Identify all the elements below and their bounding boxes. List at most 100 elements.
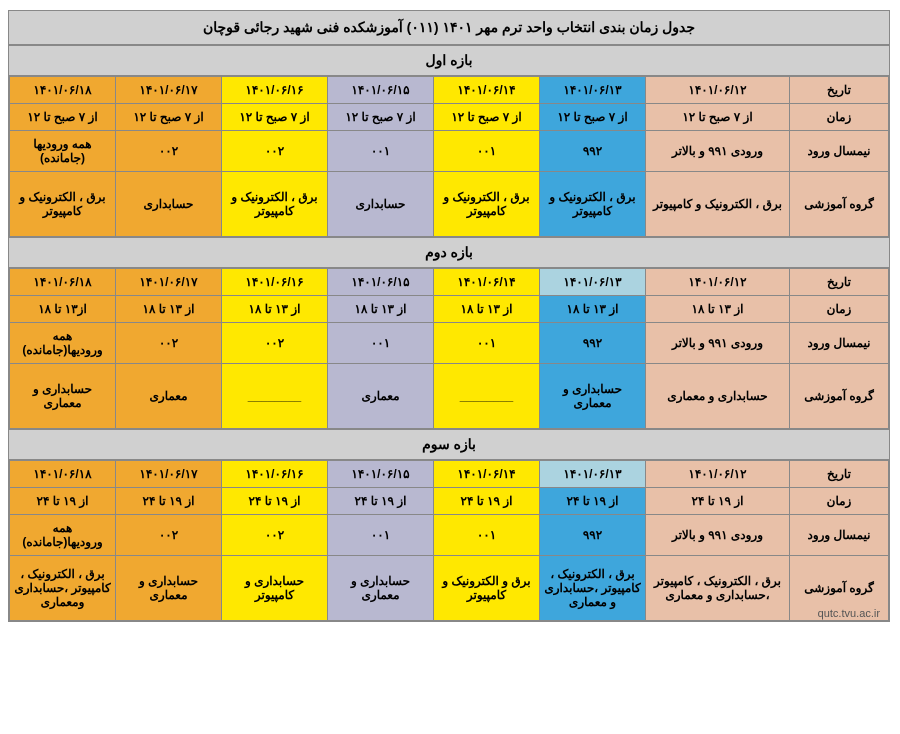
table-cell: از ۷ صبح تا ۱۲ xyxy=(222,104,328,131)
table-cell: از۱۳ تا ۱۸ xyxy=(10,296,116,323)
table-cell: ۱۴۰۱/۰۶/۱۸ xyxy=(10,461,116,488)
table-cell: ۹۹۲ xyxy=(540,323,646,364)
table-row: نیمسال ورودورودی ۹۹۱ و بالاتر۹۹۲۰۰۱۰۰۱۰۰… xyxy=(10,323,889,364)
schedule-table: تاریخ۱۴۰۱/۰۶/۱۲۱۴۰۱/۰۶/۱۳۱۴۰۱/۰۶/۱۴۱۴۰۱/… xyxy=(9,460,889,621)
table-cell: ۱۴۰۱/۰۶/۱۲ xyxy=(646,269,790,296)
table-cell: از ۱۹ تا ۲۴ xyxy=(540,488,646,515)
table-cell: ۱۴۰۱/۰۶/۱۵ xyxy=(328,269,434,296)
schedule-table: تاریخ۱۴۰۱/۰۶/۱۲۱۴۰۱/۰۶/۱۳۱۴۰۱/۰۶/۱۴۱۴۰۱/… xyxy=(9,76,889,237)
table-cell: حسابداری xyxy=(328,172,434,237)
table-cell: ۰۰۲ xyxy=(116,323,222,364)
table-cell: از ۷ صبح تا ۱۲ xyxy=(434,104,540,131)
table-cell: همه ورودیها(جامانده) xyxy=(10,515,116,556)
table-cell: از ۷ صبح تا ۱۲ xyxy=(328,104,434,131)
table-cell: از ۱۹ تا ۲۴ xyxy=(222,488,328,515)
table-cell: ۱۴۰۱/۰۶/۱۸ xyxy=(10,77,116,104)
table-cell: ۱۴۰۱/۰۶/۱۶ xyxy=(222,461,328,488)
row-label: گروه آموزشی xyxy=(790,172,889,237)
table-cell: حسابداری و معماری xyxy=(540,364,646,429)
table-cell: ۰۰۲ xyxy=(222,323,328,364)
table-cell: از ۱۹ تا ۲۴ xyxy=(646,488,790,515)
table-cell: ۱۴۰۱/۰۶/۱۳ xyxy=(540,77,646,104)
table-cell: برق ، الکترونیک و کامپیوتر xyxy=(646,172,790,237)
section-title: بازه سوم xyxy=(9,429,889,460)
row-label: نیمسال ورود xyxy=(790,323,889,364)
row-label: زمان xyxy=(790,104,889,131)
table-cell: ________ xyxy=(222,364,328,429)
table-cell: از ۱۳ تا ۱۸ xyxy=(222,296,328,323)
table-cell: ۱۴۰۱/۰۶/۱۶ xyxy=(222,77,328,104)
section-title: بازه دوم xyxy=(9,237,889,268)
table-cell: ۱۴۰۱/۰۶/۱۷ xyxy=(116,77,222,104)
table-row: زماناز ۱۳ تا ۱۸از ۱۳ تا ۱۸از ۱۳ تا ۱۸از … xyxy=(10,296,889,323)
table-cell: حسابداری xyxy=(116,172,222,237)
table-cell: ۰۰۱ xyxy=(434,323,540,364)
table-cell: ۱۴۰۱/۰۶/۱۳ xyxy=(540,461,646,488)
row-label: تاریخ xyxy=(790,461,889,488)
table-cell: همه ورودیها (جامانده) xyxy=(10,131,116,172)
table-cell: همه ورودیها(جامانده) xyxy=(10,323,116,364)
table-row: تاریخ۱۴۰۱/۰۶/۱۲۱۴۰۱/۰۶/۱۳۱۴۰۱/۰۶/۱۴۱۴۰۱/… xyxy=(10,461,889,488)
table-cell: ۰۰۱ xyxy=(328,131,434,172)
row-label: تاریخ xyxy=(790,77,889,104)
row-label: تاریخ xyxy=(790,269,889,296)
table-cell: برق ، الکترونیک و کامپیوتر xyxy=(434,172,540,237)
table-cell: ۰۰۲ xyxy=(116,515,222,556)
row-label: نیمسال ورود xyxy=(790,131,889,172)
table-cell: از ۱۳ تا ۱۸ xyxy=(328,296,434,323)
table-cell: معماری xyxy=(116,364,222,429)
table-cell: ۹۹۲ xyxy=(540,131,646,172)
schedule-table-container: جدول زمان بندی انتخاب واحد ترم مهر ۱۴۰۱ … xyxy=(8,10,890,622)
table-row: نیمسال ورودورودی ۹۹۱ و بالاتر۹۹۲۰۰۱۰۰۱۰۰… xyxy=(10,131,889,172)
table-cell: ۱۴۰۱/۰۶/۱۷ xyxy=(116,461,222,488)
table-cell: از ۱۳ تا ۱۸ xyxy=(540,296,646,323)
watermark: qutc.tvu.ac.ir xyxy=(10,608,880,620)
table-cell: ۱۴۰۱/۰۶/۱۵ xyxy=(328,461,434,488)
table-cell: ۰۰۱ xyxy=(328,515,434,556)
table-cell: ورودی ۹۹۱ و بالاتر xyxy=(646,131,790,172)
table-cell: از ۱۹ تا ۲۴ xyxy=(116,488,222,515)
table-cell: برق ، الکترونیک و کامپیوتر xyxy=(10,172,116,237)
table-cell: از ۱۹ تا ۲۴ xyxy=(10,488,116,515)
table-cell: ۰۰۲ xyxy=(116,131,222,172)
table-cell: از ۱۹ تا ۲۴ xyxy=(328,488,434,515)
table-cell: از ۷ صبح تا ۱۲ xyxy=(116,104,222,131)
table-row: تاریخ۱۴۰۱/۰۶/۱۲۱۴۰۱/۰۶/۱۳۱۴۰۱/۰۶/۱۴۱۴۰۱/… xyxy=(10,77,889,104)
table-cell: ۱۴۰۱/۰۶/۱۲ xyxy=(646,461,790,488)
table-cell: ۰۰۱ xyxy=(328,323,434,364)
table-cell: ۱۴۰۱/۰۶/۱۵ xyxy=(328,77,434,104)
table-cell: ۰۰۲ xyxy=(222,515,328,556)
table-row: زماناز ۱۹ تا ۲۴از ۱۹ تا ۲۴از ۱۹ تا ۲۴از … xyxy=(10,488,889,515)
table-cell: ۱۴۰۱/۰۶/۱۷ xyxy=(116,269,222,296)
table-cell: ۰۰۱ xyxy=(434,131,540,172)
row-label: زمان xyxy=(790,488,889,515)
table-cell: حسابداری و معماری xyxy=(646,364,790,429)
table-cell: برق ، الکترونیک و کامپیوتر xyxy=(540,172,646,237)
table-row: تاریخ۱۴۰۱/۰۶/۱۲۱۴۰۱/۰۶/۱۳۱۴۰۱/۰۶/۱۴۱۴۰۱/… xyxy=(10,269,889,296)
schedule-table: تاریخ۱۴۰۱/۰۶/۱۲۱۴۰۱/۰۶/۱۳۱۴۰۱/۰۶/۱۴۱۴۰۱/… xyxy=(9,268,889,429)
table-cell: ۱۴۰۱/۰۶/۱۴ xyxy=(434,269,540,296)
table-cell: معماری xyxy=(328,364,434,429)
table-cell: ۱۴۰۱/۰۶/۱۴ xyxy=(434,77,540,104)
row-label: گروه آموزشی xyxy=(790,364,889,429)
table-cell: ورودی ۹۹۱ و بالاتر xyxy=(646,323,790,364)
table-cell: ۱۴۰۱/۰۶/۱۴ xyxy=(434,461,540,488)
table-cell: از ۱۳ تا ۱۸ xyxy=(646,296,790,323)
table-row: گروه آموزشیحسابداری و معماریحسابداری و م… xyxy=(10,364,889,429)
table-cell: از ۱۳ تا ۱۸ xyxy=(434,296,540,323)
table-cell: برق ، الکترونیک و کامپیوتر xyxy=(222,172,328,237)
table-cell: ۹۹۲ xyxy=(540,515,646,556)
table-cell: از ۷ صبح تا ۱۲ xyxy=(540,104,646,131)
table-cell: ورودی ۹۹۱ و بالاتر xyxy=(646,515,790,556)
table-cell: ۱۴۰۱/۰۶/۱۲ xyxy=(646,77,790,104)
table-cell: ۰۰۲ xyxy=(222,131,328,172)
table-cell: ۰۰۱ xyxy=(434,515,540,556)
row-label: زمان xyxy=(790,296,889,323)
table-cell: ۱۴۰۱/۰۶/۱۸ xyxy=(10,269,116,296)
table-cell: ________ xyxy=(434,364,540,429)
section-title: بازه اول xyxy=(9,45,889,76)
table-cell: ۱۴۰۱/۰۶/۱۳ xyxy=(540,269,646,296)
table-row: نیمسال ورودورودی ۹۹۱ و بالاتر۹۹۲۰۰۱۰۰۱۰۰… xyxy=(10,515,889,556)
table-row: گروه آموزشیبرق ، الکترونیک و کامپیوتربرق… xyxy=(10,172,889,237)
row-label: نیمسال ورود xyxy=(790,515,889,556)
